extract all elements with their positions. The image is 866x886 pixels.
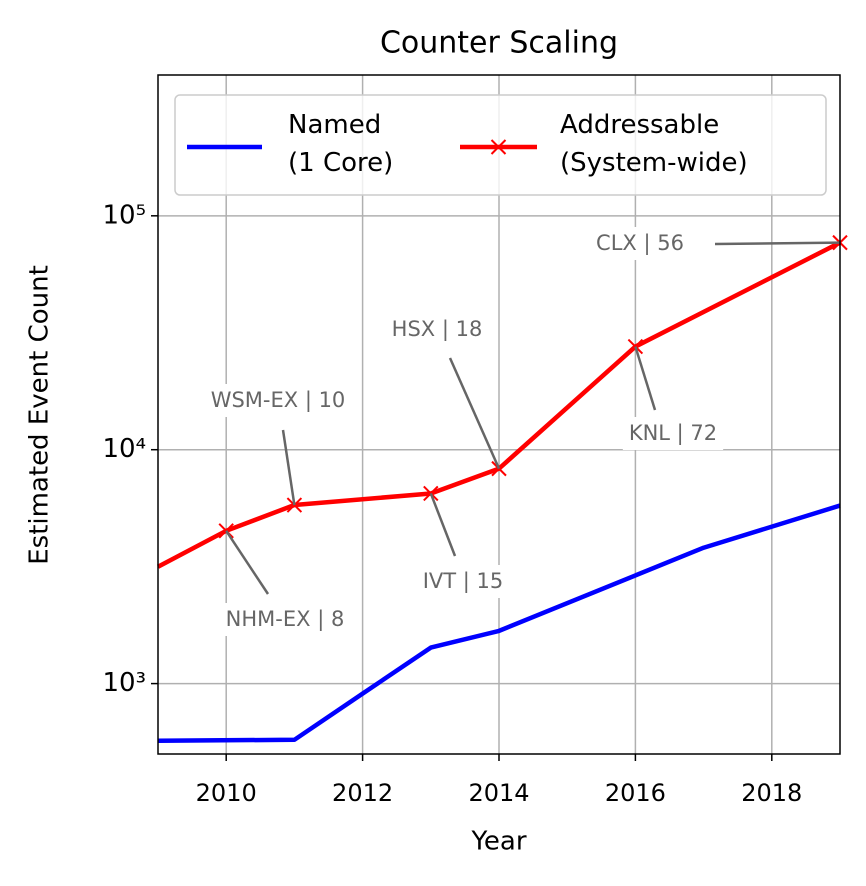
- x-tick-label: 2016: [605, 779, 666, 807]
- annotation-bg: [622, 417, 724, 450]
- marker: [423, 485, 439, 502]
- chart-title: Counter Scaling: [380, 26, 618, 61]
- annotation: CLX | 56: [596, 231, 684, 256]
- annotation-arrow: [634, 346, 657, 411]
- x-tick-label: 2018: [741, 779, 802, 807]
- annotation: WSM-EX | 10: [211, 388, 346, 413]
- annotation-arrow: [225, 530, 270, 595]
- annotation: KNL | 72: [629, 421, 717, 446]
- legend-marker: [490, 139, 507, 155]
- plot-frame: [157, 74, 841, 755]
- annotation-bg: [416, 565, 510, 598]
- series-line: [157, 503, 841, 743]
- x-axis-label: Year: [470, 827, 526, 857]
- annotation-bg: [590, 227, 690, 260]
- annotation-arrow: [714, 241, 841, 246]
- y-axis-label: Estimated Event Count: [25, 265, 55, 565]
- annotation-arrow: [281, 429, 296, 506]
- y-tick-label: 10⁵: [102, 200, 146, 230]
- x-tick-label: 2014: [468, 779, 529, 807]
- legend-label: Named (1 Core): [288, 110, 393, 178]
- marker: [627, 338, 644, 355]
- x-tick-label: 2012: [332, 779, 393, 807]
- legend: Named (1 Core) Addressable (System-wide): [174, 94, 827, 196]
- annotation: IVT | 15: [423, 569, 504, 594]
- annotation-arrow: [429, 493, 457, 557]
- y-tick-label: 10³: [102, 668, 146, 698]
- annotation-bg: [204, 384, 352, 417]
- annotation-bg: [385, 313, 489, 346]
- x-tick-label: 2010: [196, 779, 257, 807]
- annotation: HSX | 18: [392, 317, 483, 342]
- y-tick-label: 10⁴: [102, 434, 146, 464]
- annotation-arrow: [448, 357, 501, 470]
- legend-label: Addressable (System-wide): [560, 110, 748, 178]
- marker: [218, 523, 234, 539]
- annotation-bg: [219, 603, 351, 636]
- annotation: NHM-EX | 8: [226, 607, 345, 632]
